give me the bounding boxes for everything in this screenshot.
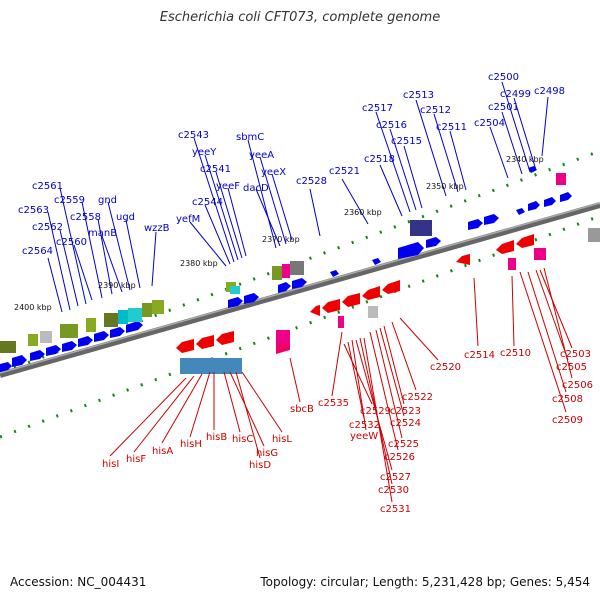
gene-label: hisB (206, 432, 227, 443)
gene-label: c2558 (70, 212, 101, 223)
gene-label: c2527 (380, 472, 411, 483)
gene-label: c2518 (364, 154, 395, 165)
gene-label: c2544 (192, 197, 223, 208)
inner-tick-track (0, 214, 600, 439)
gene-label: c2504 (474, 118, 505, 129)
gene-label: c2528 (296, 176, 327, 187)
gene-label: c2532 (349, 420, 380, 431)
tick-label: 2370 kbp (262, 235, 300, 244)
gene-label: c2506 (562, 380, 593, 391)
gene-label: wzzB (144, 223, 170, 234)
gene-label: hisC (232, 434, 253, 445)
tick-label: 2390 kbp (98, 281, 136, 290)
gene-label: c2522 (402, 392, 433, 403)
kbp-tick-labels: 2400 kbp 2390 kbp 2380 kbp 2370 kbp 2360… (14, 155, 544, 312)
accession-label: Accession: NC_004431 (10, 575, 147, 589)
gene-label: c2511 (436, 122, 467, 133)
map-title: Escherichia coli CFT073, complete genome (159, 10, 441, 25)
gene-label: c2514 (464, 350, 495, 361)
gene-label: hisL (272, 434, 292, 445)
gene-label: sbcB (290, 404, 314, 415)
gene-label: yeeF (216, 181, 240, 192)
gene-label: gnd (98, 195, 117, 206)
gene-label: yefM (176, 214, 200, 225)
gene-label: c2508 (552, 394, 583, 405)
top-leader-lines (47, 81, 549, 313)
gene-label: c2526 (384, 452, 415, 463)
genome-backbone (0, 202, 600, 378)
gene-label: c2535 (318, 398, 349, 409)
gene-label: c2510 (500, 348, 531, 359)
gene-label: c2524 (390, 418, 421, 429)
tick-label: 2340 kbp (506, 155, 544, 164)
gene-label: c2498 (534, 86, 565, 97)
gene-label: c2530 (378, 485, 409, 496)
gene-label: manB (88, 228, 117, 239)
gene-label: yeeX (261, 167, 286, 178)
gene-label: hisD (249, 460, 271, 471)
gene-label: c2529 (360, 406, 391, 417)
gene-label: c2515 (391, 136, 422, 147)
feature-blocks (0, 173, 600, 374)
gene-label: c2501 (488, 102, 519, 113)
gene-label: c2503 (560, 349, 591, 360)
gene-label: c2560 (56, 237, 87, 248)
gene-label: c2564 (22, 246, 53, 257)
gene-label: c2561 (32, 181, 63, 192)
gene-label: hisG (256, 448, 278, 459)
gene-label: yeeA (249, 150, 274, 161)
gene-label: c2513 (403, 90, 434, 101)
gene-label: c2512 (420, 105, 451, 116)
gene-label: c2541 (200, 164, 231, 175)
gene-label: hisI (102, 459, 119, 470)
gene-label: hisF (126, 454, 146, 465)
gene-label: c2543 (178, 130, 209, 141)
gene-label: yeeY (192, 147, 217, 158)
gene-label: c2563 (18, 205, 49, 216)
gene-label: c2521 (329, 166, 360, 177)
gene-label: c2505 (556, 362, 587, 373)
topology-label: Topology: circular; Length: 5,231,428 bp… (260, 575, 590, 589)
gene-label: c2517 (362, 103, 393, 114)
gene-label: c2500 (488, 72, 519, 83)
gene-label: c2559 (54, 195, 85, 206)
gene-label: c2531 (380, 504, 411, 515)
tick-label: 2360 kbp (344, 208, 382, 217)
gene-label: c2516 (376, 120, 407, 131)
gene-label: c2562 (32, 222, 63, 233)
gene-label: hisH (180, 439, 202, 450)
gene-label: c2499 (500, 89, 531, 100)
gene-label: hisA (152, 446, 173, 457)
gene-label: dacD (243, 183, 269, 194)
gene-label: ugd (116, 212, 135, 223)
gene-label: sbmC (236, 132, 264, 143)
top-gene-labels: c2564 c2563 c2562 c2561 c2560 c2559 c255… (18, 72, 565, 257)
bottom-leader-lines (109, 267, 573, 503)
tick-label: 2380 kbp (180, 259, 218, 268)
gene-label: c2520 (430, 362, 461, 373)
tick-label: 2400 kbp (14, 303, 52, 312)
forward-strand-genes (0, 166, 572, 372)
gene-label: c2509 (552, 415, 583, 426)
gene-label: c2525 (388, 439, 419, 450)
tick-label: 2350 kbp (426, 182, 464, 191)
gene-label: c2523 (390, 406, 421, 417)
bottom-gene-labels: hisI hisF hisA hisH hisB hisC hisG hisD … (102, 348, 593, 515)
gene-label: yeeW (350, 431, 378, 442)
reverse-strand-genes (176, 234, 534, 354)
